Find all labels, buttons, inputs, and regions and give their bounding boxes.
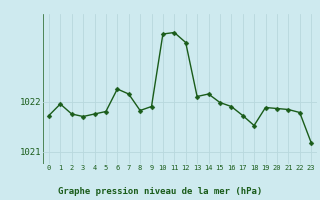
Text: Graphe pression niveau de la mer (hPa): Graphe pression niveau de la mer (hPa): [58, 187, 262, 196]
